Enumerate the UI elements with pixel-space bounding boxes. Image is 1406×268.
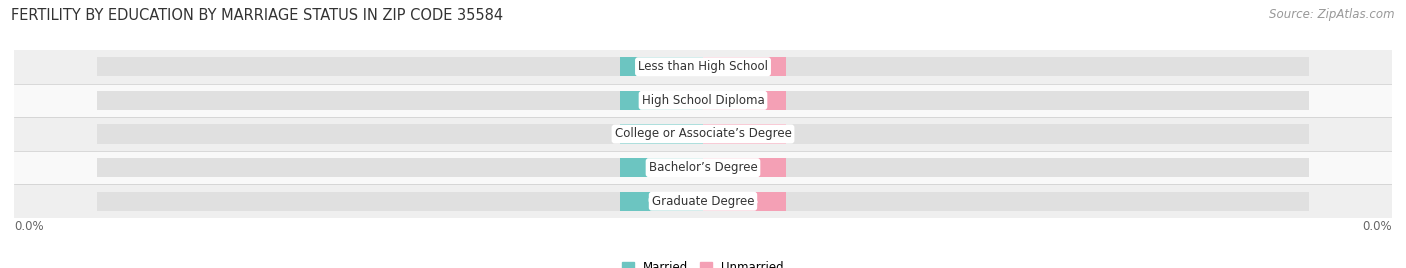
Bar [14,117,1392,151]
Bar [14,184,1392,218]
Bar [97,158,1309,177]
Bar [620,124,703,144]
Bar [14,84,1392,117]
Bar [703,124,786,144]
Bar [97,192,1309,211]
Text: 0.0%: 0.0% [1362,220,1392,233]
Text: 0.0%: 0.0% [730,95,759,105]
Bar [14,151,1392,184]
Text: 0.0%: 0.0% [647,95,676,105]
Text: Bachelor’s Degree: Bachelor’s Degree [648,161,758,174]
Bar [14,50,1392,84]
Bar [703,158,786,177]
Text: 0.0%: 0.0% [730,62,759,72]
Bar [97,91,1309,110]
Text: High School Diploma: High School Diploma [641,94,765,107]
Text: College or Associate’s Degree: College or Associate’s Degree [614,128,792,140]
Text: FERTILITY BY EDUCATION BY MARRIAGE STATUS IN ZIP CODE 35584: FERTILITY BY EDUCATION BY MARRIAGE STATU… [11,8,503,23]
Bar [620,57,703,76]
Text: Source: ZipAtlas.com: Source: ZipAtlas.com [1270,8,1395,21]
Text: 0.0%: 0.0% [730,163,759,173]
Bar [620,192,703,211]
Text: 0.0%: 0.0% [730,129,759,139]
Bar [703,91,786,110]
Bar [97,57,1309,76]
Bar [620,158,703,177]
Text: 0.0%: 0.0% [647,163,676,173]
Bar [97,124,1309,144]
Text: Graduate Degree: Graduate Degree [652,195,754,208]
Bar [620,91,703,110]
Text: 0.0%: 0.0% [647,196,676,206]
Text: 0.0%: 0.0% [647,129,676,139]
Bar [703,192,786,211]
Text: Less than High School: Less than High School [638,60,768,73]
Text: 0.0%: 0.0% [730,196,759,206]
Bar [703,57,786,76]
Text: 0.0%: 0.0% [14,220,44,233]
Text: 0.0%: 0.0% [647,62,676,72]
Legend: Married, Unmarried: Married, Unmarried [617,256,789,268]
